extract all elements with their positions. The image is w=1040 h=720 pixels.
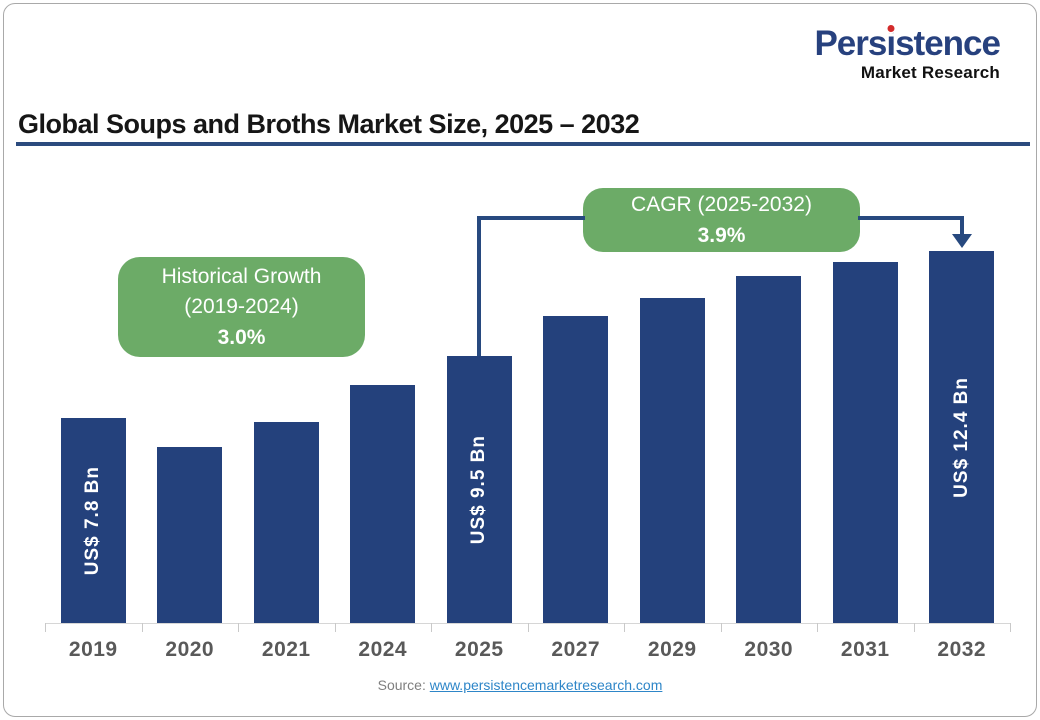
x-axis-tick bbox=[45, 623, 46, 632]
source-line: Source: www.persistencemarketresearch.co… bbox=[0, 677, 1040, 693]
bar-column-2025: US$ 9.5 Bn bbox=[431, 0, 528, 623]
bar-2025: US$ 9.5 Bn bbox=[446, 356, 512, 623]
cagr-value: 3.9% bbox=[697, 223, 746, 247]
bar-2031 bbox=[832, 262, 898, 623]
x-axis-label-2027: 2027 bbox=[551, 638, 601, 661]
x-axis-tick bbox=[238, 623, 239, 632]
x-axis-tick bbox=[527, 623, 529, 632]
x-axis-tick bbox=[817, 623, 818, 632]
bar-2019: US$ 7.8 Bn bbox=[60, 418, 126, 623]
logo-wordmark: Persistence bbox=[814, 24, 1001, 63]
bar-column-2019: US$ 7.8 Bn bbox=[45, 0, 142, 623]
cagr-callout: CAGR (2025-2032) 3.9% bbox=[583, 188, 860, 252]
x-axis-label-2025: 2025 bbox=[454, 638, 504, 661]
bar-2029 bbox=[639, 298, 705, 623]
cagr-connector-left-horizontal bbox=[477, 216, 585, 220]
bar-2032: US$ 12.4 Bn bbox=[929, 251, 995, 623]
logo-subtitle: Market Research bbox=[860, 63, 1000, 82]
bar-value-label-2025: US$ 9.5 Bn bbox=[468, 434, 490, 545]
logo-text-pre: Pers bbox=[814, 24, 887, 63]
bar-column-2032: US$ 12.4 Bn bbox=[914, 0, 1011, 623]
x-axis-label-2020: 2020 bbox=[165, 638, 215, 661]
bar-2027 bbox=[543, 316, 609, 623]
logo-text-post: stence bbox=[895, 24, 1001, 63]
bar-column-2029 bbox=[624, 0, 721, 623]
x-axis-tick bbox=[913, 623, 915, 632]
historical-growth-label: Historical Growth bbox=[161, 265, 322, 288]
x-axis-tick bbox=[431, 623, 432, 632]
bar-column-2027 bbox=[528, 0, 625, 623]
cagr-connector-left-vertical bbox=[477, 216, 481, 376]
x-axis-label-2030: 2030 bbox=[744, 638, 794, 661]
x-axis-label-2031: 2031 bbox=[840, 638, 890, 661]
x-axis-label-2029: 2029 bbox=[647, 638, 697, 661]
x-axis-tick bbox=[624, 623, 625, 632]
bar-value-label-2019: US$ 7.8 Bn bbox=[82, 465, 104, 576]
page-title: Global Soups and Broths Market Size, 202… bbox=[18, 109, 640, 139]
historical-growth-value: 3.0% bbox=[217, 325, 266, 349]
cagr-connector-right-vertical bbox=[960, 216, 964, 235]
company-logo: Persistence Market Research bbox=[814, 24, 1001, 82]
x-axis-tick bbox=[1010, 623, 1011, 632]
bar-column-2024 bbox=[335, 0, 432, 623]
x-axis-label-2021: 2021 bbox=[261, 638, 311, 661]
x-axis-label-2032: 2032 bbox=[937, 638, 987, 661]
plot-area: US$ 7.8 Bn US$ 9.5 Bn US$ 12.4 Bn bbox=[45, 0, 1010, 623]
source-prefix: Source: bbox=[377, 677, 426, 693]
x-axis-tick bbox=[141, 623, 143, 632]
cagr-connector-right-horizontal bbox=[858, 216, 964, 220]
x-axis-label-2024: 2024 bbox=[358, 638, 408, 661]
bar-value-label-2032: US$ 12.4 Bn bbox=[950, 376, 972, 498]
bar-column-2031 bbox=[817, 0, 914, 623]
x-axis-tick bbox=[720, 623, 722, 632]
historical-growth-callout: Historical Growth (2019-2024) 3.0% bbox=[118, 257, 365, 357]
bar-2024 bbox=[350, 385, 416, 623]
logo-red-dot-i: i bbox=[886, 24, 896, 63]
source-link[interactable]: www.persistencemarketresearch.com bbox=[429, 677, 663, 693]
bar-2020 bbox=[157, 447, 223, 623]
bar-2021 bbox=[253, 422, 319, 623]
x-axis-label-2019: 2019 bbox=[68, 638, 118, 661]
down-arrow-icon bbox=[952, 234, 972, 248]
bar-column-2021 bbox=[238, 0, 335, 623]
title-underline bbox=[16, 142, 1030, 146]
cagr-label: CAGR (2025-2032) bbox=[631, 193, 812, 217]
historical-growth-period: (2019-2024) bbox=[184, 295, 299, 319]
bar-column-2030 bbox=[721, 0, 818, 623]
x-axis-labels: 2019 2020 2021 2024 2025 2027 2029 2030 2031 2032 bbox=[45, 638, 1010, 662]
x-axis-tick bbox=[334, 623, 336, 632]
bar-column-2020 bbox=[142, 0, 239, 623]
bar-2030 bbox=[736, 276, 802, 623]
